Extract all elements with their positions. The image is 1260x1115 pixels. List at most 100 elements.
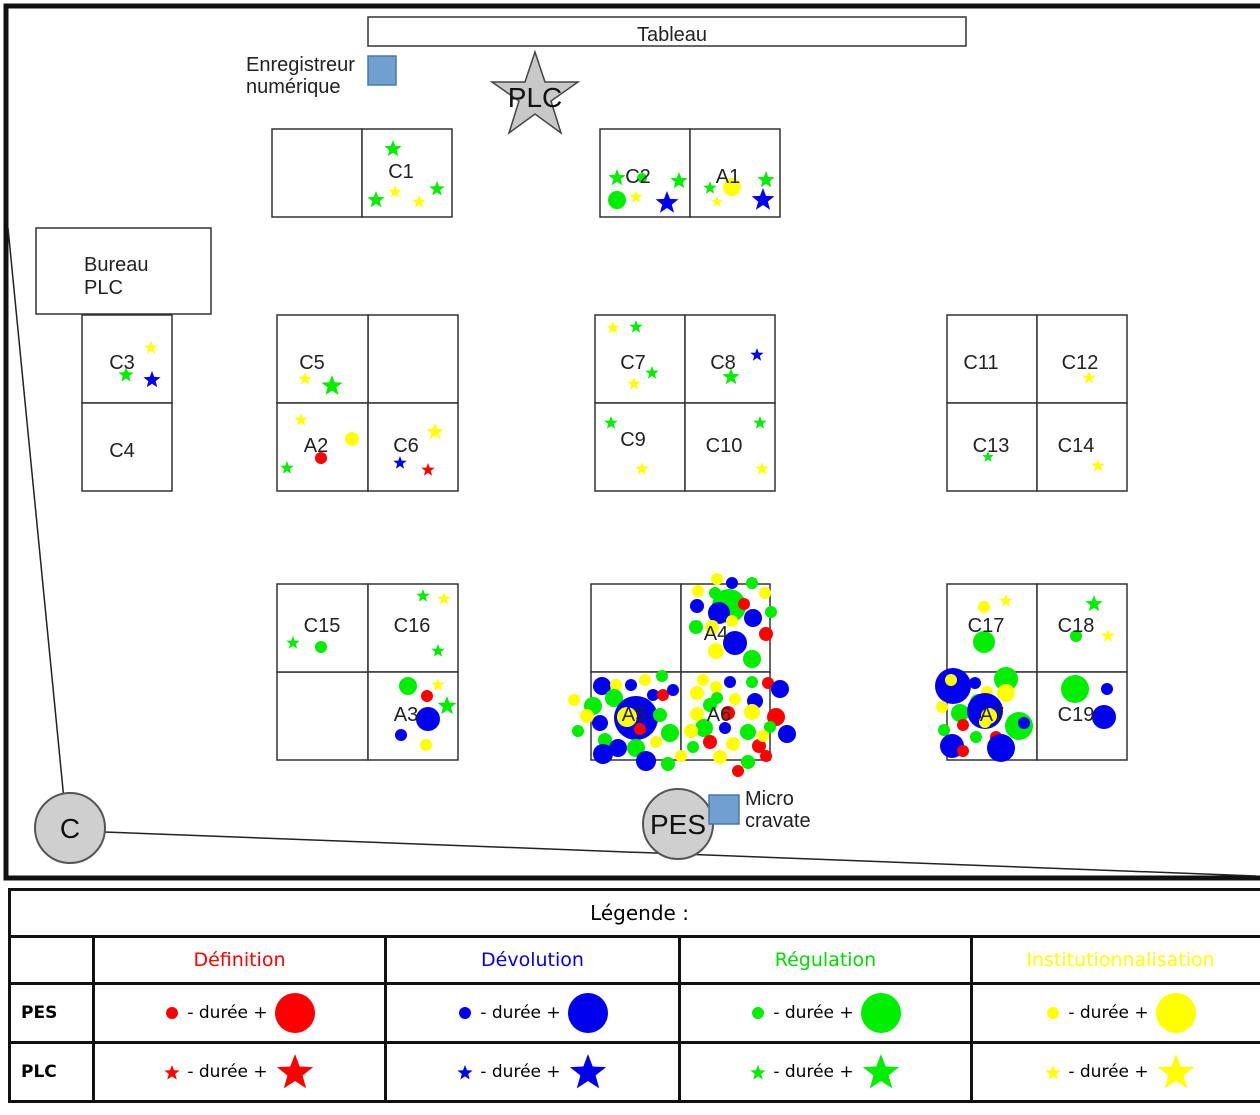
plc-interaction-star — [635, 462, 649, 475]
desk-label-c18: C18 — [1058, 615, 1095, 637]
micro-label-1: Micro — [745, 788, 794, 810]
pes-interaction-dot — [719, 722, 731, 734]
legend-duration-text: - durée + — [1062, 1003, 1155, 1023]
legend-col-definition: Définition — [92, 935, 387, 985]
pes-interaction-dot — [421, 690, 433, 702]
pes-interaction-dot — [997, 684, 1015, 702]
legend-title: Légende : — [8, 888, 1260, 938]
legend-cell-plc-1: - durée + — [384, 1041, 681, 1103]
desk-label-c2: C2 — [625, 166, 651, 188]
pes-interaction-dot — [637, 173, 647, 183]
plc-interaction-star — [999, 594, 1013, 607]
pes-interaction-dot — [759, 627, 773, 641]
large-dot-icon — [861, 993, 902, 1033]
pes-interaction-dot — [710, 681, 722, 693]
legend-duration-text: - durée + — [181, 1062, 274, 1082]
pes-interaction-dot — [598, 733, 612, 747]
desk-a2 — [276, 402, 369, 492]
desk-label-c15: C15 — [304, 615, 341, 637]
plc-interaction-star — [321, 375, 343, 395]
pes-interaction-dot — [572, 725, 584, 737]
pes-interaction-dot — [945, 674, 957, 686]
plc-interaction-star — [384, 140, 402, 157]
pes-interaction-dot — [667, 684, 679, 696]
pes-interaction-dot — [690, 686, 704, 700]
desk-label-c7: C7 — [620, 352, 646, 374]
pes-interaction-dot — [420, 739, 432, 751]
pes-interaction-dot — [627, 739, 645, 757]
pes-interaction-dot — [592, 715, 608, 731]
desk-label-c5: C5 — [299, 352, 325, 374]
pes-interaction-dot — [721, 706, 735, 720]
legend-cell-plc-2: - durée + — [678, 1041, 973, 1103]
pes-interaction-dot — [743, 650, 761, 668]
pes-interaction-dot — [762, 677, 774, 689]
pes-interaction-dot — [713, 750, 727, 764]
board-label: Tableau — [637, 24, 707, 46]
pes-interaction-dot — [705, 620, 719, 634]
pes-interaction-dot — [692, 585, 704, 597]
pes-interaction-dot — [416, 707, 440, 731]
pes-interaction-dot — [639, 674, 651, 686]
pes-interaction-dot — [684, 724, 698, 738]
pes-interaction-dot — [609, 739, 627, 757]
plc-interaction-star — [393, 456, 407, 469]
pes-interaction-dot — [610, 679, 622, 691]
pes-interaction-dot — [661, 724, 679, 742]
camera-icon — [34, 792, 106, 864]
pes-interaction-dot — [757, 730, 769, 742]
plc-interaction-star — [751, 188, 775, 210]
plc-interaction-star — [143, 371, 161, 388]
desk-c6 — [367, 402, 459, 492]
pes-interaction-dot — [957, 745, 969, 757]
pes-interaction-dot — [656, 670, 668, 682]
desk-c3 — [81, 314, 173, 404]
large-dot-icon — [275, 993, 316, 1033]
desk-label-c8: C8 — [710, 352, 736, 374]
pes-interaction-dot — [593, 677, 611, 695]
plc-interaction-star — [367, 191, 385, 208]
pes-interaction-dot — [605, 689, 623, 707]
desk-label-a1: A1 — [716, 166, 740, 188]
legend-duration-text: - durée + — [474, 1062, 567, 1082]
desk-label-c11: C11 — [963, 352, 998, 374]
desk-label-c4: C4 — [109, 440, 135, 462]
desk-label-c17: C17 — [968, 615, 1005, 637]
desk-label-c1: C1 — [388, 161, 414, 183]
plc-interaction-star — [629, 190, 643, 203]
pes-interaction-dot — [726, 577, 738, 589]
large-dot-icon — [568, 993, 609, 1033]
legend-duration-text: - durée + — [1062, 1062, 1155, 1082]
plc-interaction-star — [431, 644, 445, 657]
legend-row-plc: PLC — [8, 1041, 95, 1103]
pes-interaction-dot — [726, 615, 738, 627]
pes-interaction-dot — [703, 735, 717, 749]
pes-interaction-dot — [608, 191, 626, 209]
plc-interaction-star — [431, 678, 445, 691]
camera-view-line-left — [7, 227, 65, 801]
desk-c5 — [276, 314, 369, 404]
plc-interaction-star — [286, 636, 300, 649]
pes-interaction-dot — [723, 631, 747, 655]
pes-interaction-dot — [969, 677, 981, 689]
desk-empty — [367, 314, 459, 404]
desk-c13 — [946, 402, 1038, 492]
legend-corner — [8, 935, 95, 985]
pes-interaction-dot — [744, 704, 760, 720]
plc-interaction-star — [670, 172, 688, 189]
board — [367, 16, 967, 47]
pes-interaction-dot — [1070, 630, 1082, 642]
pes-interaction-dot — [661, 757, 675, 771]
pes-interaction-dot — [759, 587, 771, 599]
plc-interaction-star — [1085, 595, 1103, 612]
pes-interaction-dot — [315, 452, 327, 464]
legend-duration-text: - durée + — [474, 1003, 567, 1023]
pes-interaction-dot — [580, 709, 594, 723]
pes-interaction-dot — [752, 739, 766, 753]
pes-interaction-dot — [687, 741, 699, 753]
pes-interaction-dot — [1061, 675, 1089, 703]
pes-interaction-dot — [593, 744, 613, 764]
pes-interaction-dot — [711, 573, 723, 585]
desk-label-c19: C19 — [1058, 704, 1095, 726]
legend-duration-text: - durée + — [181, 1003, 274, 1023]
